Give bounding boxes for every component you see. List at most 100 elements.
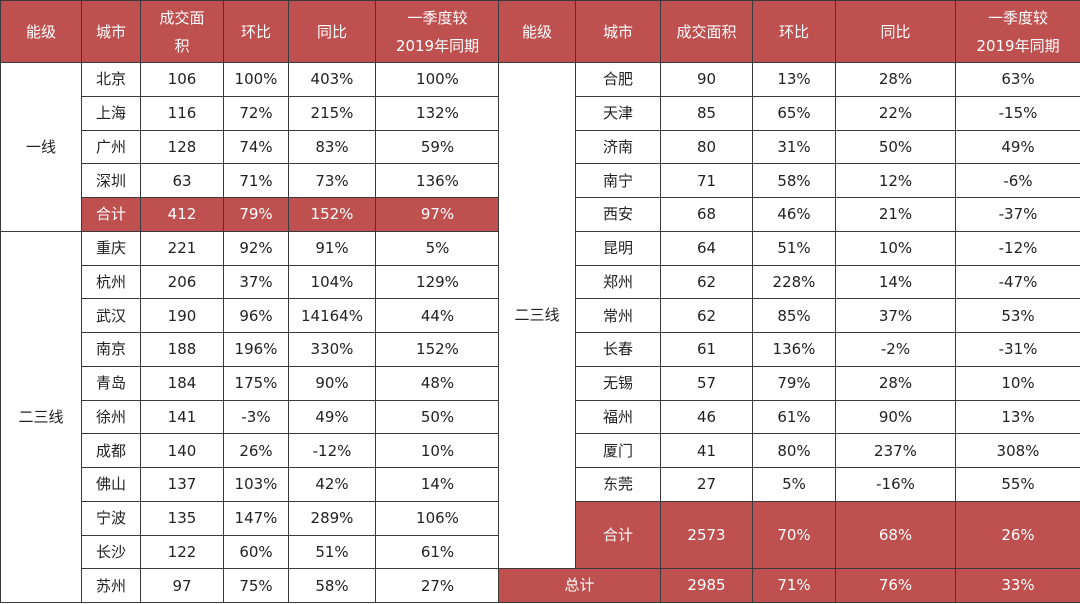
- table-row: 青岛 184 175% 90% 48%: [1, 365, 500, 401]
- vs-2019-cell: 100%: [375, 62, 500, 97]
- area-cell: 141: [140, 399, 224, 435]
- area-cell: 57: [660, 365, 753, 401]
- yoy-cell: 12%: [835, 163, 956, 198]
- mom-cell: 58%: [752, 163, 836, 198]
- table-row: 东莞 27 5% -16% 55%: [499, 467, 1080, 502]
- vs-2019-cell: -47%: [955, 264, 1080, 300]
- table-row: 天津 85 65% 22% -15%: [499, 95, 1080, 131]
- yoy-cell: 51%: [288, 534, 376, 570]
- area-cell: 106: [140, 62, 224, 97]
- city-cell: 宁波: [81, 500, 141, 536]
- area-cell: 80: [660, 129, 753, 165]
- yoy-cell: 14164%: [288, 298, 376, 333]
- yoy-cell: 73%: [288, 163, 376, 198]
- area-cell: 188: [140, 332, 224, 367]
- mom-cell: 85%: [752, 298, 836, 333]
- table-row: 佛山 137 103% 42% 14%: [1, 467, 500, 502]
- vs-2019-cell: 132%: [375, 95, 500, 131]
- area-cell: 71: [660, 163, 753, 198]
- subtotal-row: 合计 2573 70% 68% 26%: [499, 500, 1080, 569]
- mom-cell: 74%: [223, 129, 289, 165]
- area-cell: 206: [140, 264, 224, 300]
- subtotal-mom-cell: 70%: [752, 500, 836, 569]
- column-header: 成交面积: [660, 0, 753, 63]
- area-cell: 41: [660, 433, 753, 468]
- table-row: 二三线 重庆 221 92% 91% 5%: [0, 230, 500, 604]
- city-cell: 徐州: [81, 399, 141, 435]
- grand-total-area-cell: 2985: [660, 567, 753, 603]
- area-cell: 61: [660, 332, 753, 367]
- yoy-cell: 58%: [288, 568, 376, 603]
- vs-2019-cell: 136%: [375, 163, 500, 198]
- tier-label: 二三线: [0, 230, 82, 604]
- area-cell: 140: [140, 433, 224, 468]
- city-cell: 昆明: [575, 230, 661, 266]
- city-cell: 成都: [81, 433, 141, 468]
- header-row: 能级 城市 成交面积 环比 同比 一季度较2019年同期: [498, 0, 1080, 63]
- city-cell: 无锡: [575, 365, 661, 401]
- vs-2019-cell: 50%: [375, 399, 500, 435]
- column-header: 一季度较2019年同期: [955, 0, 1080, 63]
- mom-cell: 46%: [752, 197, 836, 232]
- subtotal-vs-2019-cell: 97%: [375, 197, 500, 232]
- mom-cell: 79%: [752, 365, 836, 401]
- vs-2019-cell: 308%: [955, 433, 1080, 468]
- area-cell: 27: [660, 467, 753, 502]
- table-row: 厦门 41 80% 237% 308%: [499, 433, 1080, 468]
- vs-2019-cell: 63%: [955, 62, 1080, 97]
- city-cell: 武汉: [81, 298, 141, 333]
- area-cell: 90: [660, 62, 753, 97]
- vs-2019-cell: 27%: [375, 568, 500, 603]
- area-cell: 221: [140, 230, 224, 266]
- yoy-cell: 14%: [835, 264, 956, 300]
- subtotal-city-cell: 合计: [81, 197, 141, 232]
- city-cell: 长春: [575, 332, 661, 367]
- table-row: 南宁 71 58% 12% -6%: [499, 163, 1080, 198]
- yoy-cell: 330%: [288, 332, 376, 367]
- vs-2019-cell: 61%: [375, 534, 500, 570]
- city-cell: 杭州: [81, 264, 141, 300]
- city-cell: 郑州: [575, 264, 661, 300]
- table-row: 郑州 62 228% 14% -47%: [499, 264, 1080, 300]
- vs-2019-cell: 55%: [955, 467, 1080, 502]
- tier-label: 二三线: [498, 62, 576, 569]
- yoy-cell: 10%: [835, 230, 956, 266]
- city-cell: 北京: [81, 62, 141, 97]
- tier-label: 一线: [0, 62, 82, 232]
- mom-cell: 51%: [752, 230, 836, 266]
- table-row: 上海 116 72% 215% 132%: [1, 95, 500, 131]
- mom-cell: 60%: [223, 534, 289, 570]
- city-cell: 上海: [81, 95, 141, 131]
- city-cell: 南京: [81, 332, 141, 367]
- subtotal-city-cell: 合计: [575, 500, 661, 569]
- header-row: 能级 城市 成交面积 环比 同比 一季度较2019年同期: [0, 0, 500, 63]
- area-cell: 184: [140, 365, 224, 401]
- column-header: 城市: [575, 0, 661, 63]
- mom-cell: 196%: [223, 332, 289, 367]
- table-row: 二三线 合肥 90 13% 28% 63%: [498, 62, 1080, 569]
- area-cell: 116: [140, 95, 224, 131]
- left-data-table: 能级 城市 成交面积 环比 同比 一季度较2019年同期 一线 北京 106 100% 403% 1…: [0, 0, 500, 604]
- table-row: 成都 140 26% -12% 10%: [1, 433, 500, 468]
- table-row: 一线 北京 106 100% 403% 100%: [0, 62, 500, 232]
- yoy-cell: 90%: [835, 399, 956, 435]
- area-cell: 64: [660, 230, 753, 266]
- area-cell: 190: [140, 298, 224, 333]
- vs-2019-cell: 5%: [375, 230, 500, 266]
- mom-cell: 136%: [752, 332, 836, 367]
- city-cell: 厦门: [575, 433, 661, 468]
- subtotal-area-cell: 2573: [660, 500, 753, 569]
- vs-2019-cell: 152%: [375, 332, 500, 367]
- yoy-cell: 42%: [288, 467, 376, 502]
- yoy-cell: 91%: [288, 230, 376, 266]
- mom-cell: -3%: [223, 399, 289, 435]
- city-cell: 西安: [575, 197, 661, 232]
- area-cell: 63: [140, 163, 224, 198]
- grand-total-vs-2019-cell: 33%: [955, 567, 1080, 603]
- area-cell: 62: [660, 264, 753, 300]
- table-row: 南京 188 196% 330% 152%: [1, 332, 500, 367]
- city-cell: 佛山: [81, 467, 141, 502]
- vs-2019-cell: 10%: [375, 433, 500, 468]
- table-row: 宁波 135 147% 289% 106%: [1, 500, 500, 536]
- area-cell: 46: [660, 399, 753, 435]
